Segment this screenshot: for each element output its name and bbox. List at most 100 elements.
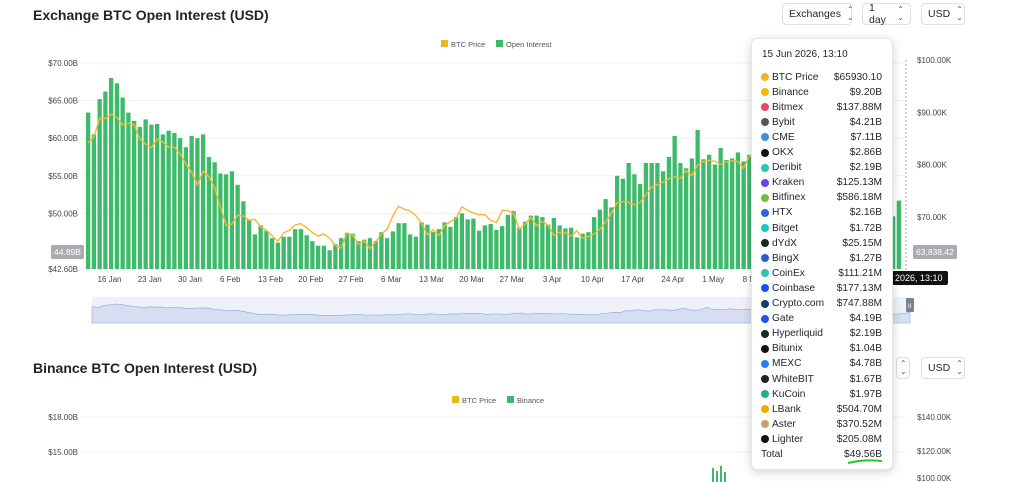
open-interest-bar bbox=[442, 222, 447, 269]
y-right-tick: $100.00K bbox=[917, 56, 952, 65]
tooltip-total-row: Total $49.56B bbox=[761, 447, 882, 461]
open-interest-bar bbox=[718, 147, 723, 269]
x-tick: 27 Feb bbox=[339, 275, 364, 284]
tooltip-row: OKX $2.86B bbox=[761, 146, 882, 160]
dydx-icon bbox=[761, 239, 769, 248]
tooltip-row-name: Lighter bbox=[772, 433, 804, 445]
legend-open-interest[interactable]: Open Interest bbox=[506, 40, 552, 49]
navigator-handle[interactable] bbox=[906, 298, 914, 312]
open-interest-bar bbox=[316, 245, 321, 269]
open-interest-bar bbox=[298, 229, 304, 269]
tooltip-row-value: $2.86B bbox=[849, 147, 882, 158]
open-interest-bar bbox=[385, 238, 390, 269]
y-left-tick: $60.00B bbox=[48, 134, 78, 143]
tooltip-row-value: $1.97B bbox=[849, 388, 882, 400]
x-tick: 10 Apr bbox=[581, 275, 604, 284]
tooltip-row-value: $747.88M bbox=[836, 298, 882, 309]
tooltip-row: LBank $504.70M bbox=[761, 402, 882, 416]
open-interest-bar bbox=[419, 222, 424, 269]
open-interest-bar bbox=[264, 230, 269, 269]
tooltip-row: CME $7.11B bbox=[761, 130, 882, 144]
open-interest-bar bbox=[166, 130, 171, 269]
tooltip-row: Deribit $2.19B bbox=[761, 161, 882, 175]
open-interest-bar bbox=[477, 230, 482, 269]
legend-binance-swatch bbox=[507, 396, 514, 403]
tooltip-row-value: $2.16B bbox=[849, 207, 882, 219]
open-interest-bar bbox=[666, 156, 672, 269]
bingx-icon bbox=[761, 254, 769, 263]
tooltip-row-name: Bitfinex bbox=[772, 192, 806, 204]
open-interest-bar bbox=[580, 233, 585, 269]
open-interest-bar bbox=[597, 209, 603, 269]
binance-interval-select[interactable]: ⌃ ⌄ bbox=[896, 357, 910, 379]
tooltip-row-name: MEXC bbox=[772, 358, 802, 370]
tooltip-row: Aster $370.52M bbox=[761, 417, 882, 431]
tooltip-total-value: $49.56B bbox=[844, 448, 882, 460]
chevron-updown-icon: ⌃ ⌄ bbox=[956, 5, 963, 22]
binance-currency-select-label: USD bbox=[928, 362, 951, 374]
chevron-updown-icon: ⌃ ⌄ bbox=[846, 5, 854, 22]
tooltip-row-value: $1.27B bbox=[849, 252, 882, 264]
open-interest-bar bbox=[695, 129, 700, 269]
bitunix-icon bbox=[761, 344, 769, 353]
open-interest-bar bbox=[373, 241, 378, 269]
open-interest-bar bbox=[546, 224, 551, 269]
open-interest-bar bbox=[747, 154, 752, 269]
y-left-tick: $18.00B bbox=[48, 413, 78, 422]
legend-btc-price[interactable]: BTC Price bbox=[462, 396, 496, 405]
y-right-tick: $140.00K bbox=[917, 413, 952, 422]
open-interest-bar bbox=[454, 217, 459, 269]
open-interest-bar bbox=[132, 120, 137, 270]
open-interest-bar bbox=[488, 223, 493, 269]
open-interest-bar bbox=[684, 168, 689, 269]
tooltip-row-value: $9.20B bbox=[849, 86, 882, 98]
open-interest-bar bbox=[494, 229, 499, 269]
open-interest-bar bbox=[212, 162, 217, 269]
open-interest-bar bbox=[109, 78, 114, 269]
open-interest-bar bbox=[178, 138, 183, 269]
chevron-updown-icon: ⌃ ⌄ bbox=[897, 5, 904, 22]
open-interest-bar bbox=[712, 164, 718, 269]
binance-currency-select[interactable]: USD ⌃ ⌄ bbox=[921, 357, 965, 379]
x-tick: 3 Apr bbox=[543, 275, 562, 284]
tooltip-row-value: $586.18M bbox=[836, 192, 882, 204]
y-left-tick: $15.00B bbox=[48, 448, 78, 457]
open-interest-bar bbox=[528, 215, 534, 269]
tooltip-row-value: $7.11B bbox=[850, 131, 882, 143]
tooltip-row: BTC Price $65930.10 bbox=[761, 70, 882, 84]
open-interest-bar bbox=[707, 154, 712, 269]
open-interest-bar bbox=[120, 97, 125, 269]
open-interest-bar bbox=[172, 132, 177, 269]
legend-binance[interactable]: Binance bbox=[517, 396, 544, 405]
btc-price-dot bbox=[761, 73, 769, 81]
y-left-tick: $50.00B bbox=[48, 209, 78, 218]
tooltip-total-label: Total bbox=[761, 448, 783, 460]
x-tick: 24 Apr bbox=[661, 275, 684, 284]
tooltip-row-value: $1.72B bbox=[849, 222, 882, 234]
open-interest-bar bbox=[275, 242, 281, 269]
open-interest-bar bbox=[626, 162, 631, 269]
y-left-tick: $55.00B bbox=[48, 172, 78, 181]
tooltip-row-value: $4.19B bbox=[849, 313, 882, 325]
binance-bar bbox=[712, 468, 714, 482]
tooltip-row-value: $4.21B bbox=[849, 116, 882, 128]
open-interest-bar bbox=[91, 134, 97, 269]
open-interest-bar bbox=[103, 91, 108, 270]
open-interest-bar bbox=[592, 217, 597, 269]
legend-btc-price[interactable]: BTC Price bbox=[451, 40, 485, 49]
tooltip-row-name: Bitmex bbox=[772, 101, 804, 113]
interval-select[interactable]: 1 day ⌃ ⌄ bbox=[862, 2, 911, 26]
open-interest-bar bbox=[701, 159, 706, 269]
x-tick: 17 Apr bbox=[621, 275, 644, 284]
open-interest-bar bbox=[609, 207, 614, 269]
tooltip-row-name: Bitunix bbox=[772, 343, 803, 355]
open-interest-bar bbox=[563, 228, 568, 269]
exchanges-select[interactable]: Exchanges ⌃ ⌄ bbox=[782, 3, 854, 25]
bitfinex-icon bbox=[761, 193, 769, 202]
currency-select[interactable]: USD ⌃ ⌄ bbox=[921, 3, 965, 25]
open-interest-bar bbox=[505, 214, 511, 269]
open-interest-bar bbox=[735, 152, 741, 269]
open-interest-bar bbox=[304, 235, 309, 269]
bitmex-icon bbox=[761, 103, 769, 112]
tooltip-row-name: Deribit bbox=[772, 162, 802, 174]
